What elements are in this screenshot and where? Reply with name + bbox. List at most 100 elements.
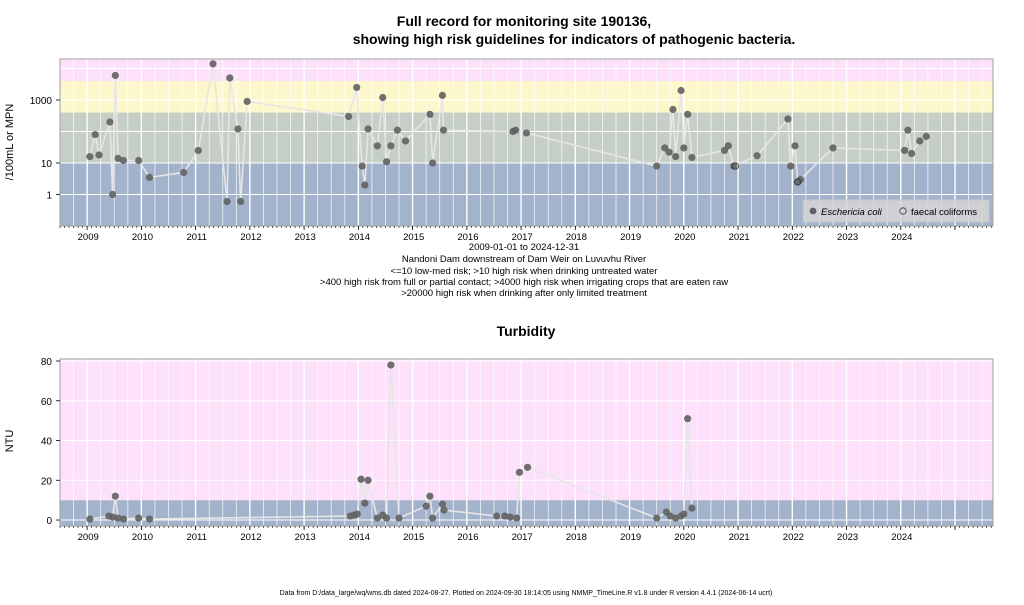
x-tick-label: 2011 — [186, 532, 206, 543]
y-tick-label: 1000 — [30, 96, 53, 107]
data-point — [243, 97, 251, 106]
data-point — [672, 514, 680, 522]
data-point — [379, 93, 387, 102]
data-point — [688, 153, 696, 162]
data-point — [401, 137, 410, 145]
data-point — [194, 146, 202, 155]
data-point — [439, 126, 448, 134]
data-point-open — [731, 162, 739, 170]
x-tick-label: 2013 — [295, 232, 316, 243]
data-point — [357, 475, 365, 483]
footer-note: Data from D:/data_large/wq/wms.db dated … — [280, 590, 773, 597]
data-point — [109, 513, 117, 521]
chart-note-risk-low: <=10 low-med risk; >10 high risk when dr… — [391, 266, 658, 277]
y-tick-label: 60 — [41, 397, 53, 408]
data-point — [422, 502, 430, 510]
x-tick-label: 2012 — [240, 232, 261, 243]
data-point — [86, 515, 94, 523]
plot-frame — [59, 58, 994, 227]
x-tick-label: 2022 — [783, 232, 804, 243]
data-point — [665, 148, 673, 156]
x-tick-label: 2021 — [729, 232, 750, 243]
data-point — [438, 91, 447, 99]
data-point — [382, 158, 391, 166]
x-tick-label: 2023 — [837, 532, 858, 543]
x-tick-label: 2013 — [295, 532, 316, 543]
x-tick-label: 2018 — [566, 532, 587, 543]
x-tick-label: 2019 — [620, 532, 641, 543]
x-tick-label: 2015 — [403, 232, 424, 243]
data-point — [688, 504, 696, 512]
data-point — [145, 173, 154, 181]
data-point — [111, 492, 119, 500]
chart-title: Full record for monitoring site 190136, — [397, 13, 651, 29]
data-point — [393, 126, 401, 134]
data-point — [791, 142, 799, 150]
x-tick-label: 2024 — [891, 532, 912, 543]
data-point — [344, 112, 353, 121]
y-tick-label: 10 — [41, 159, 53, 170]
data-point — [493, 512, 501, 520]
data-point — [904, 126, 912, 134]
data-point — [753, 152, 761, 160]
legend-marker — [899, 207, 907, 215]
data-point — [506, 513, 514, 521]
legend-label: faecal coliforms — [911, 207, 977, 218]
x-tick-label: 2016 — [457, 232, 478, 243]
x-tick-label: 2012 — [240, 532, 261, 543]
data-point — [677, 86, 685, 95]
data-point — [135, 156, 143, 165]
data-point — [237, 197, 245, 206]
data-point — [387, 361, 395, 369]
x-tick-label: 2016 — [457, 532, 478, 543]
data-point — [361, 499, 369, 507]
data-point — [730, 162, 738, 170]
data-point — [382, 514, 391, 522]
data-point — [440, 506, 448, 514]
data-point — [114, 154, 122, 162]
data-point — [522, 129, 531, 137]
data-point — [513, 514, 521, 522]
x-tick-label: 2020 — [674, 532, 695, 543]
chart-note-risk-contact: >400 high risk from full or partial cont… — [320, 277, 728, 288]
data-point — [684, 415, 692, 423]
data-point — [724, 142, 732, 150]
data-point — [364, 476, 372, 484]
data-point — [358, 162, 366, 170]
data-point — [787, 162, 795, 170]
data-point — [653, 162, 661, 170]
x-tick-label: 2010 — [132, 532, 153, 543]
data-point-open — [794, 178, 802, 186]
risk-band — [60, 359, 993, 501]
chart-note-risk-treatment: >20000 high risk when drinking after onl… — [401, 288, 647, 299]
x-tick-label: 2009 — [78, 232, 99, 243]
x-tick-label: 2014 — [349, 532, 370, 543]
y-tick-label: 80 — [41, 357, 53, 368]
data-point — [916, 137, 924, 145]
x-tick-label: 2017 — [512, 532, 533, 543]
legend-marker — [809, 207, 817, 215]
data-point — [395, 514, 403, 522]
data-point — [234, 125, 242, 133]
chart-subtitle: showing high risk guidelines for indicat… — [353, 31, 796, 47]
risk-band — [60, 500, 993, 526]
data-point — [209, 60, 217, 68]
data-point — [784, 115, 792, 123]
data-point — [119, 156, 128, 165]
y-tick-label: 1 — [46, 190, 52, 201]
x-tick-label: 2018 — [566, 232, 587, 243]
x-tick-label: 2019 — [620, 232, 641, 243]
data-point — [653, 514, 661, 522]
data-point — [680, 144, 688, 152]
data-point — [111, 71, 119, 80]
data-point — [373, 514, 381, 522]
turbidity-title: Turbidity — [497, 323, 556, 339]
legend-box — [802, 199, 990, 223]
data-point — [429, 514, 437, 522]
x-tick-label: 2020 — [674, 232, 695, 243]
data-point — [680, 510, 688, 518]
turbidity-y-axis-label: NTU — [4, 430, 16, 453]
data-point — [373, 142, 381, 150]
x-tick-label: 2021 — [729, 532, 750, 543]
